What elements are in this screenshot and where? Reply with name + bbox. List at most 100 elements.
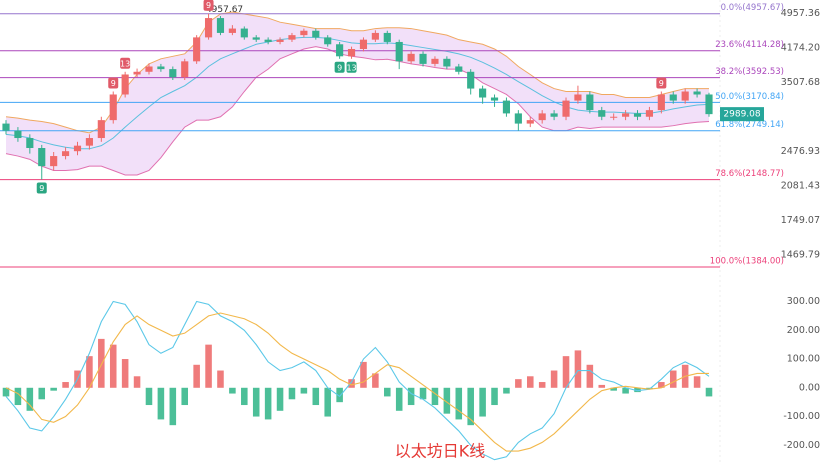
candle-body xyxy=(526,120,534,124)
macd-bar xyxy=(276,387,284,411)
candle-body xyxy=(538,113,546,121)
candle-body xyxy=(204,18,213,38)
td-marker xyxy=(334,61,345,73)
fib-label: 50.0%(3170.84) xyxy=(715,92,784,102)
candle-body xyxy=(38,148,46,167)
candle-body xyxy=(574,94,582,101)
macd-bar xyxy=(443,387,451,414)
candle-body xyxy=(300,30,308,36)
y-tick-label: 2081.43 xyxy=(781,180,820,191)
fib-label: 38.2%(3592.53) xyxy=(715,67,784,77)
macd-bar xyxy=(455,387,463,420)
candle-body xyxy=(288,35,296,40)
candle-body xyxy=(181,61,189,78)
macd-bar xyxy=(598,384,606,388)
macd-bar xyxy=(312,387,320,406)
macd-bar xyxy=(503,387,510,394)
macd-bar xyxy=(384,387,391,397)
macd-bar xyxy=(26,387,34,411)
macd-bar xyxy=(562,356,570,388)
candle-body xyxy=(121,74,129,95)
candle-body xyxy=(657,94,665,111)
macd-bar xyxy=(574,350,582,388)
macd-bar xyxy=(372,373,379,388)
candle-body xyxy=(633,113,642,117)
y-tick-label: 100.00 xyxy=(787,354,820,365)
macd-bar xyxy=(217,370,224,388)
candle-body xyxy=(264,39,272,42)
macd-bar xyxy=(252,387,260,417)
dif-line xyxy=(5,300,710,461)
macd-bar xyxy=(133,376,141,388)
y-tick-label: 4957.36 xyxy=(781,8,820,19)
candle-body xyxy=(145,66,153,72)
candle-body xyxy=(85,138,93,146)
y-tick-label: 1469.79 xyxy=(781,250,820,261)
candle-body xyxy=(169,69,177,78)
last-price-box xyxy=(720,107,764,122)
candle-body xyxy=(610,116,618,118)
macd-bar xyxy=(121,359,129,388)
candle-body xyxy=(419,53,427,64)
y-tick-label: 2476.93 xyxy=(781,146,820,157)
candle-body xyxy=(562,100,570,117)
y-tick-label: -100.00 xyxy=(783,411,820,422)
macd-bar xyxy=(109,344,117,388)
td-label: 9 xyxy=(659,79,664,88)
candle-body xyxy=(133,71,141,75)
candle-body xyxy=(26,138,34,149)
td-marker xyxy=(203,0,214,11)
macd-bar xyxy=(586,364,594,388)
candle-body xyxy=(502,100,511,114)
macd-bar xyxy=(550,370,558,388)
fib-label: 61.8%(2749.14) xyxy=(715,120,784,130)
macd-bar xyxy=(50,387,57,391)
macd-bar xyxy=(145,387,153,406)
candle-body xyxy=(252,37,260,40)
candle-body xyxy=(586,94,594,111)
td-marker xyxy=(120,57,131,69)
candle-body xyxy=(336,44,344,57)
macd-bar xyxy=(14,387,22,406)
macd-bar xyxy=(2,387,10,397)
macd-bar xyxy=(86,356,93,388)
fib-label: 100.0%(1384.00) xyxy=(710,256,784,266)
td-label: 9 xyxy=(337,63,342,72)
candle-body xyxy=(359,39,368,49)
td-label: 13 xyxy=(346,63,356,72)
candle-body xyxy=(97,120,105,139)
macd-bar xyxy=(538,382,546,388)
td-label: 13 xyxy=(120,59,130,68)
macd-bar xyxy=(634,387,641,393)
dea-line xyxy=(5,312,709,452)
band-fill xyxy=(6,12,709,175)
macd-bar xyxy=(98,338,105,388)
candle-body xyxy=(347,48,356,57)
macd-bar xyxy=(515,379,522,388)
fib-label: 0.0%(4957.67) xyxy=(721,3,784,13)
macd-bar xyxy=(229,387,236,394)
candle-body xyxy=(455,66,463,72)
candle-body xyxy=(693,91,701,95)
candle-body xyxy=(276,39,284,42)
candle-body xyxy=(193,37,201,62)
macd-bar xyxy=(419,387,427,400)
macd-bar xyxy=(360,361,367,388)
candle-body xyxy=(645,110,653,117)
macd-bar xyxy=(300,387,308,394)
macd-bar xyxy=(431,387,439,406)
macd-bar xyxy=(610,387,617,391)
candle-body xyxy=(228,28,236,33)
fib-label: 78.6%(2148.77) xyxy=(715,169,784,179)
candle-body xyxy=(157,66,165,70)
candle-body xyxy=(443,58,451,67)
macd-bar xyxy=(395,387,403,411)
macd-bar xyxy=(62,382,69,388)
candle-body xyxy=(109,94,117,121)
candle-body xyxy=(240,28,248,38)
candle-body xyxy=(598,110,606,117)
peak-label: 4957.67 xyxy=(206,5,243,15)
macd-bar xyxy=(38,387,46,400)
candle-body xyxy=(514,113,522,124)
